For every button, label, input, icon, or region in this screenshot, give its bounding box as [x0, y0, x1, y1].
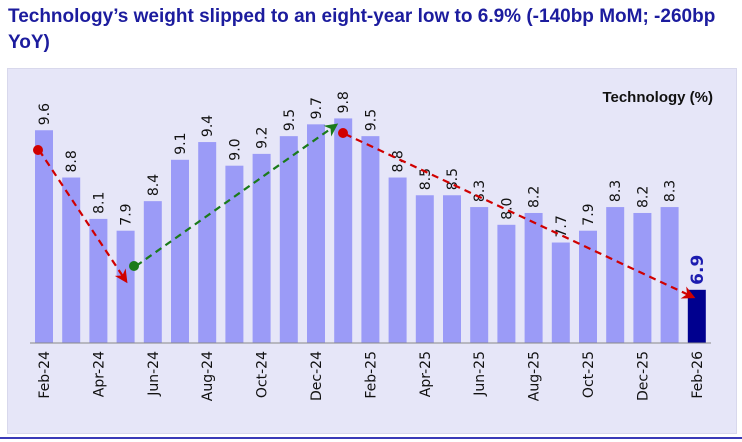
x-tick-label: Feb-24	[37, 351, 53, 399]
bar-Jan-25	[334, 118, 353, 343]
value-label: 8.4	[146, 174, 162, 196]
value-label: 9.7	[309, 97, 325, 119]
x-tick-label: Aug-25	[527, 351, 543, 401]
value-label: 9.8	[336, 91, 352, 113]
bar-Nov-25	[606, 207, 625, 343]
value-label: 8.3	[608, 180, 624, 202]
x-tick-label: Jun-25	[472, 351, 488, 397]
bar-Apr-25	[415, 195, 434, 343]
value-label: 8.3	[663, 180, 679, 202]
value-label: 9.0	[227, 138, 243, 160]
bar-Jul-25	[497, 224, 516, 343]
bar-Jan-26	[660, 207, 679, 343]
value-label: 8.2	[527, 186, 543, 208]
value-label: 8.0	[499, 198, 515, 220]
value-label: 9.1	[173, 133, 189, 155]
value-label: 9.4	[200, 115, 216, 137]
trend-arrow-down	[344, 133, 696, 299]
x-tick-label: Apr-24	[91, 351, 107, 397]
trend-arrow-up	[135, 123, 339, 267]
x-tick-label: Oct-24	[255, 351, 271, 398]
bar-Jun-24	[143, 201, 162, 343]
value-label: 9.6	[37, 103, 53, 125]
bar-Oct-25	[579, 230, 597, 343]
chart-title: Technology’s weight slipped to an eight-…	[8, 6, 716, 53]
value-label: 7.7	[554, 215, 570, 237]
value-label: 8.3	[472, 180, 488, 202]
divider	[0, 437, 742, 439]
bar-May-24	[116, 230, 135, 343]
value-label: 8.8	[391, 150, 407, 172]
bar-Oct-24	[252, 153, 271, 343]
bar-Mar-24	[62, 177, 81, 343]
value-label: 8.5	[445, 168, 461, 190]
x-tick-label: Dec-24	[309, 351, 325, 401]
x-tick-label: Jun-24	[146, 351, 162, 397]
value-label: 6.9	[688, 255, 708, 285]
bar-Dec-24	[307, 124, 325, 343]
bar-Jul-24	[171, 159, 189, 343]
bar-Feb-25	[361, 136, 380, 343]
trend-start-dot	[338, 128, 348, 138]
bar-Sep-24	[225, 165, 244, 343]
bar-Sep-25	[551, 242, 570, 343]
bar-Apr-24	[89, 218, 108, 343]
value-label: 8.2	[635, 186, 651, 208]
x-tick-label: Oct-25	[581, 351, 597, 398]
value-label: 8.5	[418, 168, 434, 190]
value-label: 8.8	[64, 150, 80, 172]
value-label: 7.9	[119, 203, 135, 225]
bar-Feb-26	[687, 289, 706, 343]
x-tick-label: Feb-26	[690, 351, 706, 399]
series-title: Technology (%)	[602, 89, 713, 106]
value-label: 8.1	[91, 192, 107, 214]
bar-May-25	[443, 195, 461, 343]
bar-Nov-24	[279, 136, 298, 343]
bar-Mar-25	[388, 177, 407, 343]
value-label: 7.9	[581, 203, 597, 225]
value-label: 9.5	[282, 109, 298, 131]
trend-arrow-down	[38, 149, 128, 284]
value-label: 9.5	[363, 109, 379, 131]
bar-Dec-25	[633, 212, 652, 343]
x-tick-label: Feb-25	[363, 351, 379, 399]
x-tick-label: Aug-24	[200, 351, 216, 401]
x-tick-label: Dec-25	[635, 351, 651, 401]
trend-start-dot	[129, 261, 139, 271]
x-tick-label: Apr-25	[418, 351, 434, 397]
bar-Aug-25	[524, 212, 543, 343]
trend-start-dot	[33, 145, 43, 155]
value-label: 9.2	[255, 127, 271, 149]
bar-Feb-24	[35, 130, 53, 343]
bar-Jun-25	[470, 207, 489, 343]
bar-Aug-24	[198, 142, 217, 343]
